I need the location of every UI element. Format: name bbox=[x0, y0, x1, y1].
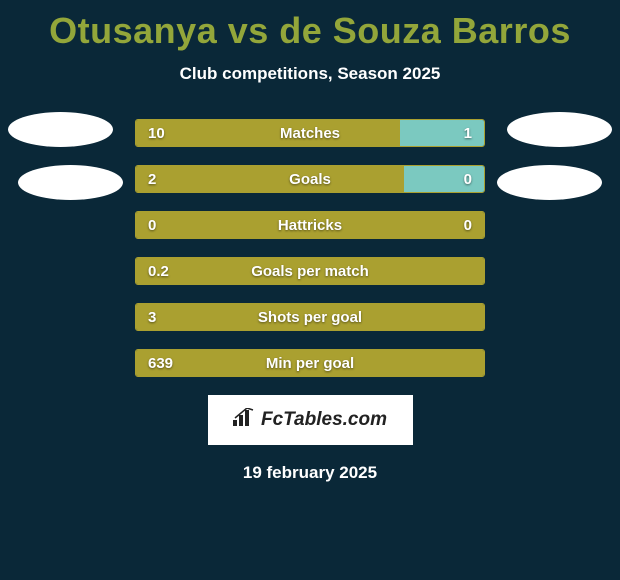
branding-text: FcTables.com bbox=[261, 409, 387, 431]
stat-row: 3Shots per goal bbox=[135, 303, 485, 331]
subtitle: Club competitions, Season 2025 bbox=[0, 64, 620, 84]
page-title: Otusanya vs de Souza Barros bbox=[0, 0, 620, 52]
date-label: 19 february 2025 bbox=[0, 463, 620, 483]
stat-row: 101Matches bbox=[135, 119, 485, 147]
player1-avatar-top bbox=[8, 112, 113, 147]
stat-row: 00Hattricks bbox=[135, 211, 485, 239]
stat-bars-container: 101Matches 20Goals 00Hattricks 0.2Goals per… bbox=[135, 119, 485, 377]
comparison-area: 101Matches 20Goals 00Hattricks 0.2Goals per… bbox=[0, 119, 620, 377]
stat-label: Goals per match bbox=[136, 258, 484, 285]
stat-label: Hattricks bbox=[136, 212, 484, 239]
player1-avatar-bottom bbox=[18, 165, 123, 200]
branding-badge: FcTables.com bbox=[208, 395, 413, 445]
stat-label: Goals bbox=[136, 166, 484, 193]
stat-label: Matches bbox=[136, 120, 484, 147]
stat-label: Min per goal bbox=[136, 350, 484, 377]
branding-icon bbox=[233, 408, 255, 432]
stat-row: 20Goals bbox=[135, 165, 485, 193]
player2-avatar-bottom bbox=[497, 165, 602, 200]
player2-avatar-top bbox=[507, 112, 612, 147]
stat-label: Shots per goal bbox=[136, 304, 484, 331]
stat-row: 639Min per goal bbox=[135, 349, 485, 377]
stat-row: 0.2Goals per match bbox=[135, 257, 485, 285]
